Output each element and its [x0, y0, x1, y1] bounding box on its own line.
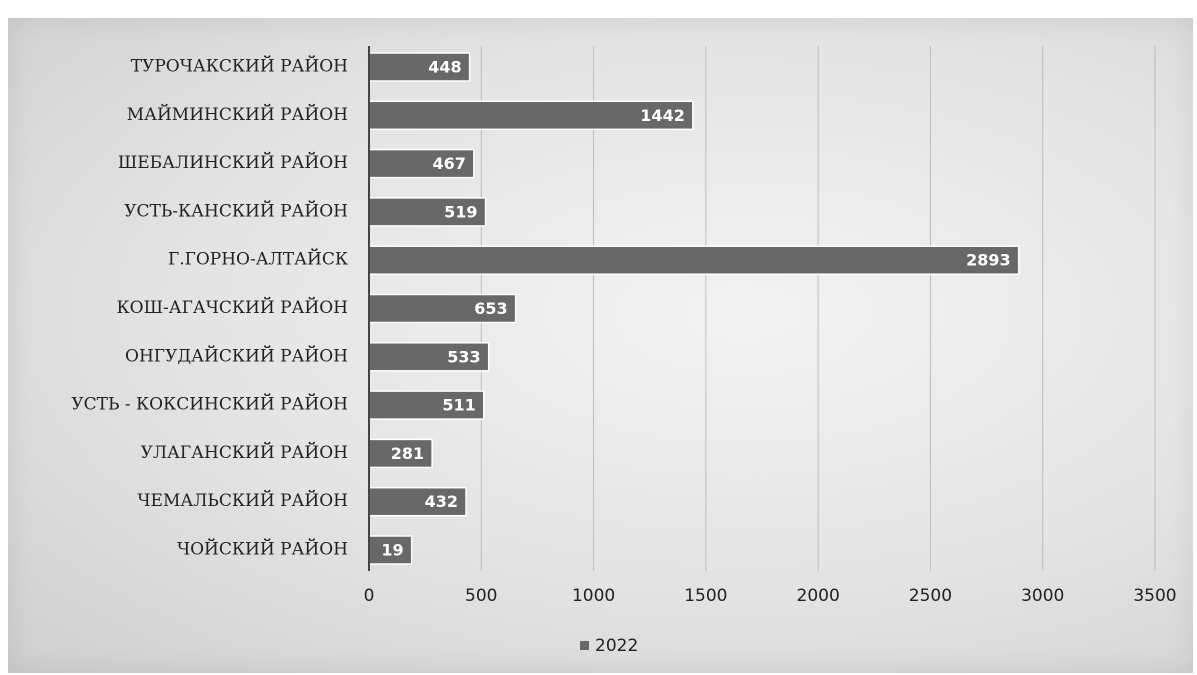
bar-chart: 448 1442 467 519 2893 653 533 511 281 432 19 ТУРОЧ…	[71, 46, 1177, 656]
bar	[368, 293, 517, 324]
data-label: 432	[425, 492, 458, 511]
x-tick-label: 2500	[909, 586, 952, 606]
category-label: ЧЕМАЛЬСКИЙ РАЙОН	[137, 490, 348, 511]
data-label: 448	[428, 58, 461, 77]
data-label: 519	[444, 202, 477, 221]
data-label: 19	[381, 541, 403, 560]
x-tick-label: 3000	[1021, 586, 1064, 606]
legend-swatch	[580, 641, 589, 650]
bar	[368, 390, 485, 420]
bar	[368, 535, 413, 565]
chart-frame: 448 1442 467 519 2893 653 533 511 281 432 19 ТУРОЧ…	[8, 18, 1193, 673]
bar	[368, 100, 694, 131]
data-label: 533	[447, 347, 480, 366]
data-label: 511	[442, 396, 475, 415]
data-label: 281	[391, 444, 424, 463]
data-label: 653	[474, 299, 507, 318]
category-label: ОНГУДАЙСКИЙ РАЙОН	[125, 345, 348, 366]
gridlines	[480, 46, 1156, 571]
legend: 2022	[580, 636, 638, 656]
category-labels: ТУРОЧАКСКИЙ РАЙОН МАЙМИНСКИЙ РАЙОН ШЕБАЛИН…	[71, 56, 348, 560]
data-label: 2893	[966, 251, 1011, 270]
category-label: КОШ-АГАЧСКИЙ РАЙОН	[116, 297, 348, 318]
x-tick-label: 500	[465, 586, 497, 606]
category-label: Г.ГОРНО-АЛТАЙСК	[168, 249, 348, 270]
data-label: 467	[432, 154, 465, 173]
legend-label: 2022	[595, 636, 638, 656]
x-tick-label: 1000	[572, 586, 615, 606]
category-label: ТУРОЧАКСКИЙ РАЙОН	[131, 56, 348, 77]
x-tick-label: 0	[364, 586, 375, 606]
bar	[368, 438, 433, 469]
category-label: ШЕБАЛИНСКИЙ РАЙОН	[118, 152, 348, 173]
bar	[368, 342, 490, 372]
category-label: УЛАГАНСКИЙ РАЙОН	[141, 442, 348, 463]
data-label: 1442	[640, 106, 685, 125]
x-tick-labels: 0 500 1000 1500 2000 2500 3000 3500	[364, 586, 1177, 606]
category-label: МАЙМИНСКИЙ РАЙОН	[127, 104, 348, 125]
category-label: УСТЬ-КАНСКИЙ РАЙОН	[124, 200, 348, 221]
category-label: ЧОЙСКИЙ РАЙОН	[177, 539, 348, 560]
bar	[368, 245, 1020, 275]
x-tick-label: 3500	[1133, 586, 1176, 606]
category-label: УСТЬ - КОКСИНСКИЙ РАЙОН	[71, 394, 348, 415]
x-tick-label: 1500	[684, 586, 727, 606]
x-tick-label: 2000	[797, 586, 840, 606]
bar	[368, 148, 475, 179]
bars: 448 1442 467 519 2893 653 533 511 281 432 19	[368, 52, 1020, 565]
